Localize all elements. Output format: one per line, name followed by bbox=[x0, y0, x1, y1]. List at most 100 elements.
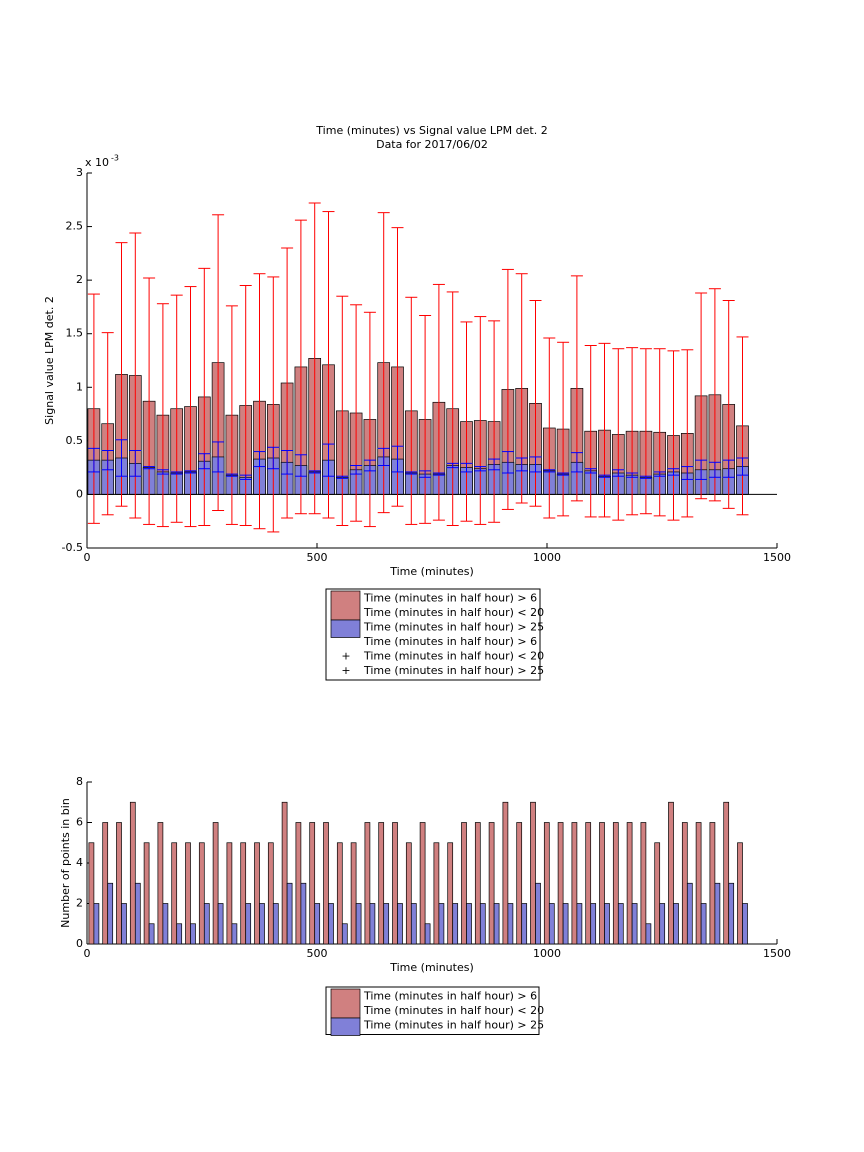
y-tick-label: 2 bbox=[76, 273, 83, 286]
error-bar bbox=[584, 468, 597, 474]
error-bar bbox=[87, 293, 100, 524]
bar bbox=[134, 882, 141, 945]
error-bar bbox=[239, 285, 252, 526]
legend-box bbox=[325, 588, 541, 681]
error-bar bbox=[115, 439, 128, 477]
x-tick-label: 1000 bbox=[533, 551, 561, 564]
y-scale-exponent: -3 bbox=[111, 154, 119, 163]
bar bbox=[383, 903, 390, 945]
error-bar bbox=[170, 471, 183, 475]
y-tick-label: 3 bbox=[76, 166, 83, 179]
error-bar bbox=[253, 273, 266, 530]
error-bar bbox=[639, 475, 652, 479]
bar bbox=[438, 903, 445, 945]
error-bar bbox=[446, 291, 459, 526]
error-bar bbox=[598, 342, 611, 518]
bar bbox=[590, 903, 597, 945]
bar bbox=[668, 801, 674, 945]
x-tick-label: 500 bbox=[307, 947, 328, 960]
bar bbox=[433, 842, 440, 945]
bar bbox=[162, 903, 169, 945]
bar bbox=[272, 903, 279, 945]
x-tick-label: 1500 bbox=[763, 551, 791, 564]
bar bbox=[107, 882, 114, 945]
legend-label: Time (minutes in half hour) < 20 bbox=[363, 606, 544, 619]
legend-marker: + bbox=[341, 664, 350, 677]
bar bbox=[121, 903, 127, 945]
bar bbox=[548, 903, 555, 945]
bar bbox=[281, 801, 288, 945]
error-bar bbox=[405, 296, 418, 525]
error-bar bbox=[488, 458, 501, 471]
bar bbox=[102, 822, 109, 945]
bar bbox=[695, 822, 702, 945]
bar bbox=[631, 903, 638, 945]
error-bar bbox=[405, 471, 418, 475]
bar bbox=[585, 822, 592, 945]
bar bbox=[493, 903, 500, 945]
error-bar bbox=[736, 336, 749, 516]
error-bar bbox=[143, 466, 156, 470]
error-bar bbox=[101, 450, 114, 471]
error-bar bbox=[432, 472, 445, 476]
bar bbox=[309, 822, 316, 945]
bar bbox=[535, 882, 541, 945]
error-bar bbox=[350, 465, 363, 475]
bar bbox=[295, 822, 302, 945]
error-bar bbox=[515, 457, 528, 472]
bar bbox=[143, 842, 150, 945]
bar bbox=[728, 882, 735, 945]
bar bbox=[190, 923, 196, 945]
bar bbox=[157, 822, 164, 945]
bar bbox=[217, 903, 224, 945]
bar bbox=[226, 842, 233, 945]
bar bbox=[419, 822, 426, 945]
bar bbox=[116, 822, 122, 945]
error-bar bbox=[667, 350, 680, 521]
error-bar bbox=[626, 472, 639, 478]
legend-label: Time (minutes in half hour) > 25 bbox=[363, 620, 544, 633]
bar bbox=[659, 903, 666, 945]
error-bar bbox=[626, 347, 639, 516]
legend-swatch bbox=[330, 590, 361, 621]
chart-title: Data for 2017/06/02 bbox=[376, 138, 488, 151]
error-bar bbox=[446, 462, 459, 469]
bar bbox=[203, 903, 210, 945]
error-bar bbox=[667, 468, 680, 476]
error-bar bbox=[570, 452, 583, 473]
legend-marker: + bbox=[341, 649, 350, 662]
bar bbox=[557, 822, 564, 945]
bar bbox=[502, 801, 509, 945]
bar bbox=[323, 822, 329, 945]
y-tick-label: 2 bbox=[76, 897, 83, 910]
error-bar bbox=[736, 457, 749, 476]
bar bbox=[397, 903, 403, 945]
bar bbox=[129, 801, 136, 945]
error-bar bbox=[653, 471, 666, 477]
error-bar bbox=[350, 304, 363, 522]
error-bar bbox=[212, 441, 225, 473]
bar bbox=[742, 903, 748, 945]
error-bar bbox=[281, 450, 294, 475]
x-tick-label: 1000 bbox=[533, 947, 561, 960]
error-bar bbox=[557, 341, 570, 517]
y-tick-label: 1.5 bbox=[66, 327, 84, 340]
error-bar bbox=[722, 459, 735, 478]
bar bbox=[245, 903, 252, 945]
bar bbox=[479, 903, 486, 945]
bar bbox=[723, 801, 730, 945]
error-bar bbox=[294, 454, 307, 477]
bar bbox=[516, 822, 523, 945]
bar bbox=[543, 822, 550, 945]
bar bbox=[240, 842, 247, 945]
error-bar bbox=[474, 466, 487, 472]
bar bbox=[286, 882, 293, 945]
error-bar bbox=[419, 470, 432, 478]
y-axis-label: Signal value LPM det. 2 bbox=[43, 296, 56, 425]
error-bar bbox=[239, 474, 252, 480]
error-bar bbox=[377, 447, 390, 466]
error-bar bbox=[170, 294, 183, 523]
